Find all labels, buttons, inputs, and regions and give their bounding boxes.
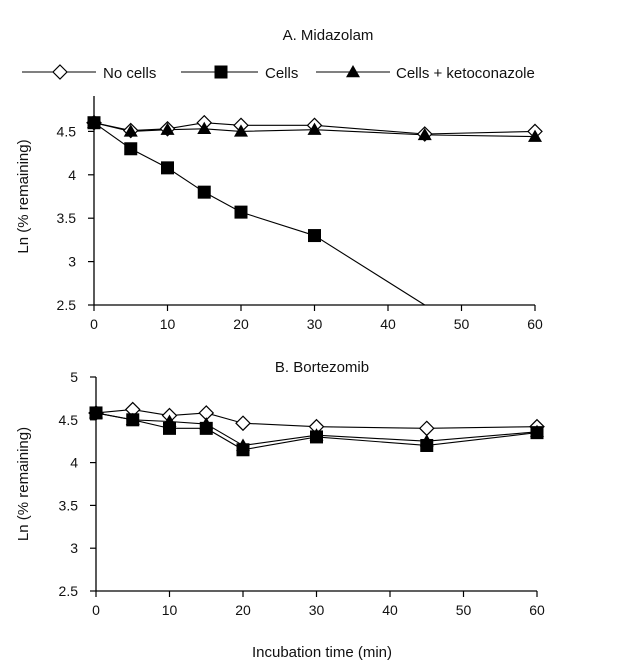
panel-b-y-tick-label: 4.5 (59, 412, 79, 428)
panel-a-point-cells-ketoconazole (417, 127, 432, 141)
legend: No cells Cells Cells + ketoconazole (22, 64, 535, 82)
panel-b-y-tick-label: 3.5 (59, 497, 79, 513)
panel-a-point-cells-ketoconazole (87, 115, 101, 128)
panel-b-point-cells-ketoconazole (419, 434, 434, 447)
panel-a-y-tick-label: 2.5 (57, 297, 77, 313)
panel-a-x-tick-label: 10 (160, 316, 176, 332)
panel-a-point-cells (124, 142, 138, 156)
panel-b-x-tick-label: 30 (309, 602, 325, 618)
panel-a-y-tick-label: 3 (68, 254, 76, 270)
panel-a-point-cells (234, 205, 248, 219)
panel-b-x-tick-label: 50 (456, 602, 472, 618)
panel-b-point-cells-ketoconazole (125, 412, 140, 426)
legend-marker-diamond-open (52, 64, 68, 80)
panel-b-point-cells-ketoconazole (530, 424, 544, 438)
panel-a-point-cells (308, 229, 321, 243)
panel-b-y-tick-label: 4 (70, 455, 78, 471)
panel-a-series-line-cells (93, 122, 426, 306)
panel-a-title: A. Midazolam (283, 27, 374, 44)
panel-b-point-cells-ketoconazole (199, 417, 214, 430)
panel-a-point-cells (197, 185, 211, 199)
panel-b-x-tick-label: 0 (92, 602, 100, 618)
panel-a-y-tick-label: 4 (68, 167, 76, 183)
panel-b-y-tick-label: 3 (70, 540, 78, 556)
panel-a-point-cells-ketoconazole (123, 124, 138, 137)
panel-b-x-tick-label: 10 (162, 602, 178, 618)
legend-marker-square-filled (214, 65, 228, 79)
panel-b-y-tick-label: 2.5 (59, 583, 79, 599)
legend-label-no-cells: No cells (103, 65, 156, 82)
legend-marker-triangle-filled (346, 65, 360, 78)
panel-b-y-axis-title: Ln (% remaining) (15, 427, 32, 541)
panel-a-point-cells-ketoconazole (528, 129, 542, 142)
legend-marker-triangle (346, 65, 360, 78)
legend-label-cells: Cells (265, 65, 298, 82)
panel-a-x-tick-label: 30 (307, 316, 323, 332)
panel-b-y-tick-label: 5 (70, 369, 78, 385)
panel-b-x-tick-label: 40 (382, 602, 398, 618)
panel-b-point-cells-ketoconazole (162, 414, 177, 427)
panel-a-x-tick-label: 50 (454, 316, 470, 332)
panel-b-point-no-cells (235, 415, 251, 432)
x-axis-title: Incubation time (min) (252, 644, 392, 661)
panel-b-point-cells-ketoconazole (236, 438, 250, 451)
legend-label-cells-ketoconazole: Cells + ketoconazole (396, 65, 535, 82)
panel-a-point-cells-ketoconazole (307, 122, 322, 135)
panel-a-point-cells-ketoconazole (234, 124, 248, 137)
panel-a-y-axis-title: Ln (% remaining) (15, 139, 32, 253)
panel-a-x-tick-label: 40 (380, 316, 396, 332)
panel-a-plot: 2.5 3 3.5 4 4.5 0 10 20 30 40 50 60 Ln (% remaining) (15, 96, 543, 332)
panel-a-y-tick-label: 3.5 (57, 210, 77, 226)
panel-b-x-tick-label: 60 (529, 602, 545, 618)
legend-marker-square (214, 65, 228, 79)
panel-b-x-tick-label: 20 (235, 602, 251, 618)
panel-a-point-cells-ketoconazole (197, 121, 212, 135)
panel-a-x-tick-label: 0 (90, 316, 98, 332)
panel-a-point-cells-ketoconazole (160, 122, 175, 135)
panel-a-point-cells (161, 161, 174, 175)
panel-a-x-tick-label: 20 (233, 316, 249, 332)
panel-b-point-no-cells (418, 420, 435, 437)
legend-marker-diamond (52, 64, 68, 80)
panel-b-point-cells-ketoconazole (309, 428, 324, 441)
panel-a-x-tick-label: 60 (527, 316, 543, 332)
panel-b-point-cells-ketoconazole (89, 405, 103, 419)
panel-a-y-tick-label: 4.5 (57, 123, 77, 139)
panel-b-title: B. Bortezomib (275, 359, 369, 376)
